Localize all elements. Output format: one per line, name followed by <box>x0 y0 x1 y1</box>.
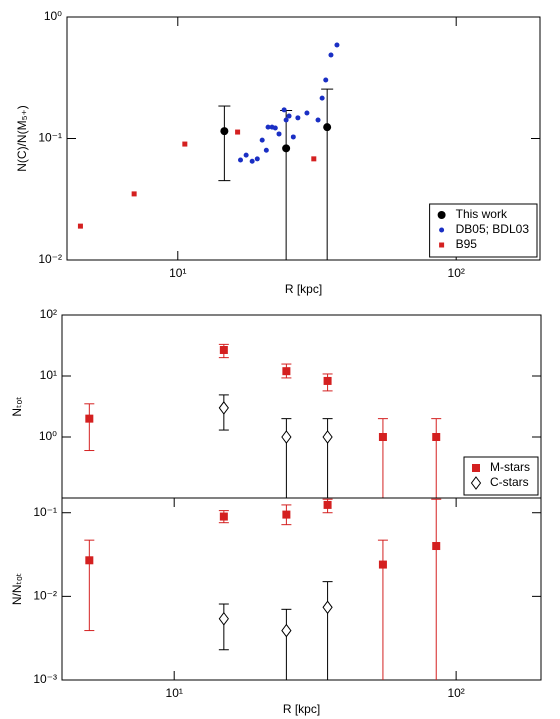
y-tick-label: 10⁰ <box>39 429 57 443</box>
marker <box>295 115 301 121</box>
marker <box>281 430 292 444</box>
marker <box>85 556 94 565</box>
y-tick-label: 10⁻² <box>33 589 57 603</box>
marker <box>290 134 296 140</box>
marker <box>282 367 291 376</box>
marker <box>220 127 229 136</box>
marker <box>323 376 332 385</box>
error-bar <box>84 403 95 452</box>
y-tick-label: 10⁻³ <box>33 672 57 686</box>
marker <box>276 131 282 137</box>
error-bar <box>377 418 388 498</box>
marker <box>378 560 387 569</box>
marker <box>238 157 244 163</box>
marker <box>472 464 480 472</box>
x-tick-label: 10¹ <box>166 686 183 700</box>
marker <box>378 433 387 441</box>
x-tick-label: 10² <box>447 686 464 700</box>
marker <box>272 125 278 131</box>
marker <box>439 227 445 233</box>
panel: 10⁻² 10⁻¹ 10⁰ 10¹ 10² R [kpc] N(C)/N(M₅₊) This … <box>15 9 541 296</box>
marker <box>315 117 321 123</box>
y-axis-label: Nₜₒₜ <box>10 396 24 416</box>
plot-frame <box>61 497 542 681</box>
error-bar <box>218 603 229 651</box>
error-bar <box>280 110 293 260</box>
x-tick-label: 10¹ <box>169 266 186 280</box>
marker <box>282 510 291 519</box>
y-tick-label: 10⁻¹ <box>38 131 62 145</box>
marker <box>281 107 287 113</box>
y-axis-label: N(C)/N(M₅₊) <box>15 105 29 171</box>
marker <box>219 512 228 521</box>
marker <box>437 211 446 219</box>
legend-box <box>429 203 538 258</box>
error-bar <box>322 581 333 680</box>
marker <box>323 77 329 83</box>
marker <box>265 124 271 130</box>
marker <box>322 600 333 615</box>
legend-label: C-stars <box>490 475 529 489</box>
marker <box>439 242 445 248</box>
marker <box>322 430 333 444</box>
marker <box>249 158 255 164</box>
marker <box>218 611 229 626</box>
marker <box>131 191 137 197</box>
marker <box>77 223 83 229</box>
marker <box>254 156 260 162</box>
marker <box>259 137 265 143</box>
marker <box>323 500 332 509</box>
marker <box>432 433 441 441</box>
y-axis-label: N/Nₜₒₜ <box>10 573 24 605</box>
marker <box>323 123 332 132</box>
error-bar <box>218 105 231 182</box>
x-axis-label: R [kpc] <box>285 282 322 296</box>
marker <box>281 623 292 638</box>
marker <box>432 542 441 551</box>
y-tick-label: 10⁻¹ <box>33 505 57 519</box>
y-tick-label: 10⁻² <box>38 252 62 266</box>
error-bar <box>431 498 442 680</box>
marker <box>282 144 291 153</box>
marker <box>311 156 317 162</box>
marker <box>219 345 228 354</box>
marker <box>319 95 325 101</box>
marker <box>85 414 94 423</box>
marker <box>243 152 249 158</box>
error-bar <box>431 418 442 498</box>
y-tick-label: 10⁰ <box>44 9 62 23</box>
marker <box>328 52 334 58</box>
marker <box>218 401 229 415</box>
panel: 10⁻³ 10⁻² 10⁻¹ 10¹ 10² R [kpc] N/Nₜₒₜ <box>10 497 542 716</box>
x-axis-label: R [kpc] <box>283 702 320 716</box>
marker <box>470 476 482 490</box>
marker <box>263 147 269 153</box>
error-bar <box>84 539 95 632</box>
error-bar <box>281 608 292 680</box>
y-tick-label: 10² <box>40 307 57 321</box>
legend-label: DB05; BDL03 <box>456 222 530 236</box>
legend-label: M-stars <box>490 460 530 474</box>
marker <box>304 110 310 116</box>
y-tick-label: 10¹ <box>40 368 57 382</box>
legend-label: B95 <box>456 237 478 251</box>
x-tick-label: 10² <box>448 266 465 280</box>
marker <box>286 113 292 119</box>
marker <box>334 42 340 48</box>
marker <box>235 129 241 135</box>
error-bar <box>321 88 334 260</box>
marker <box>283 117 289 123</box>
legend-label: This work <box>456 207 508 221</box>
marker <box>182 141 188 147</box>
